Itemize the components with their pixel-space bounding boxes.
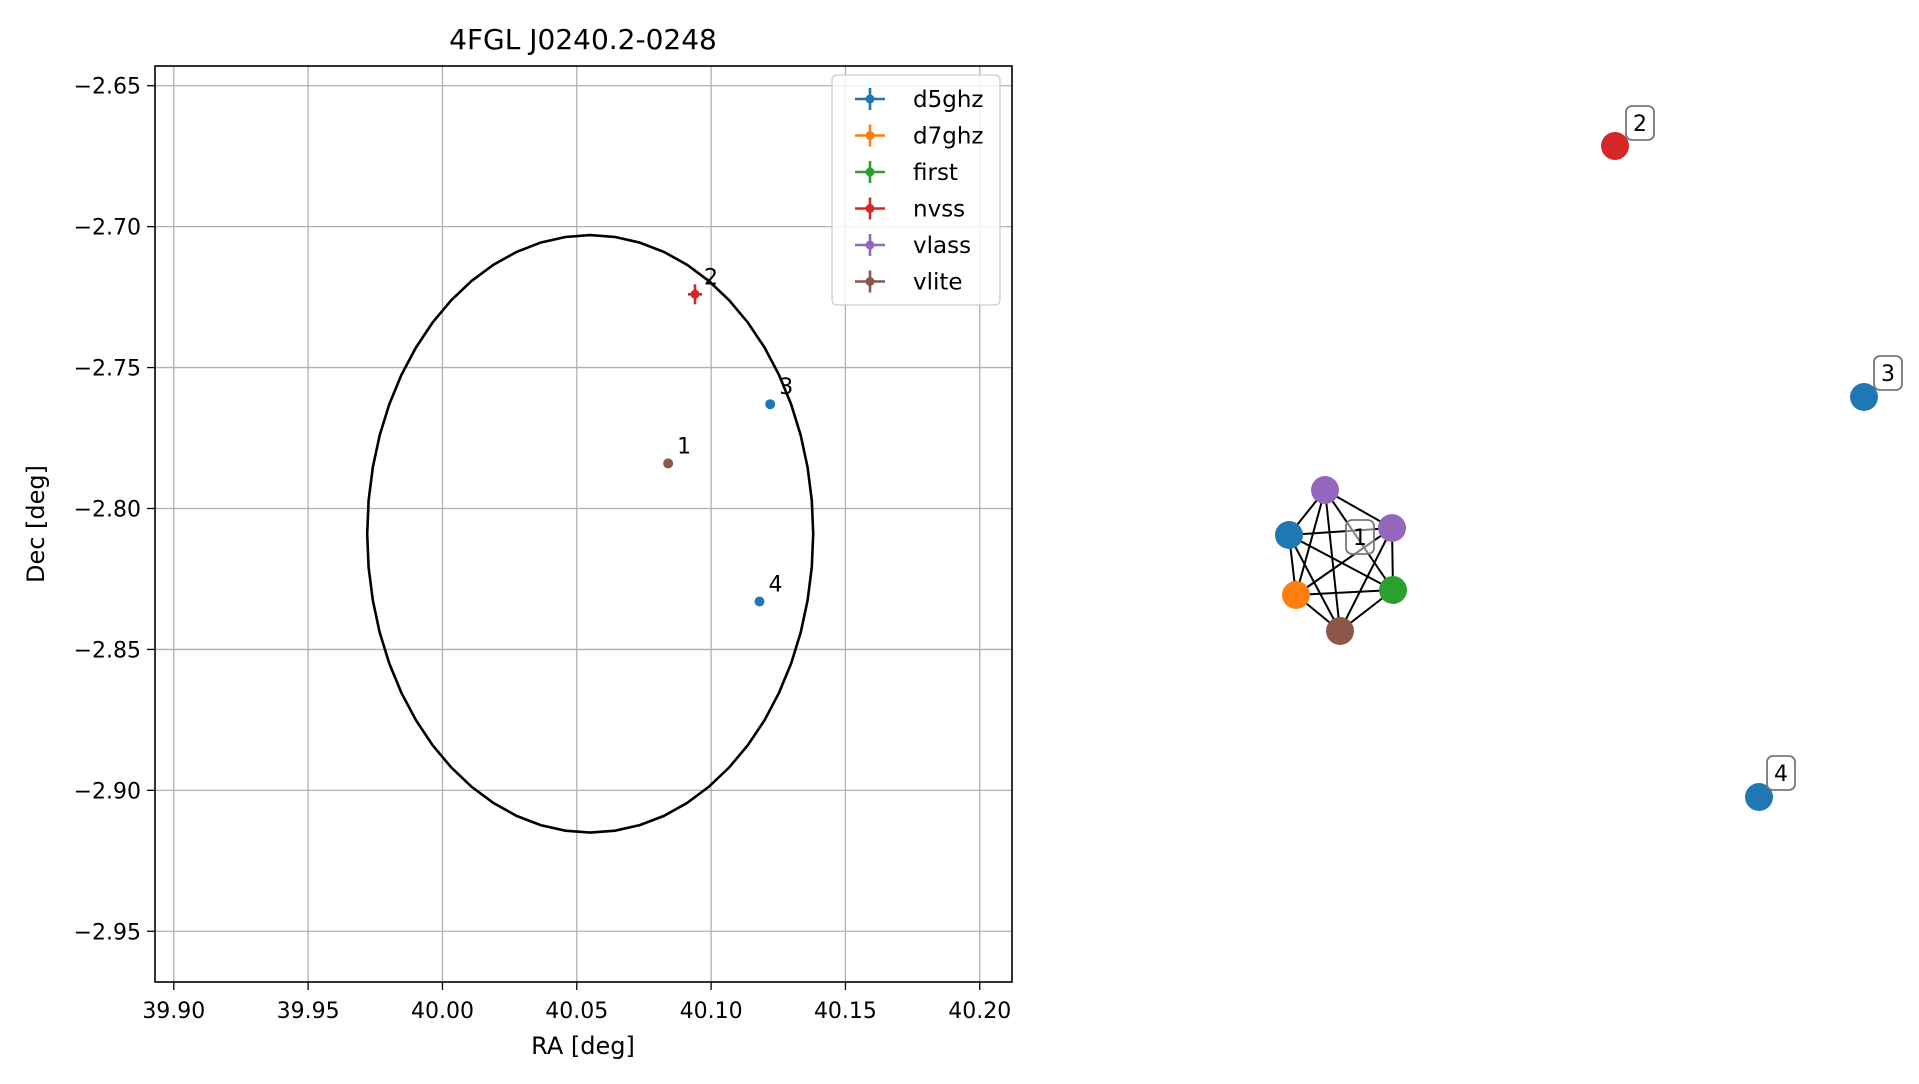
graph-edge (1295, 589, 1394, 596)
data-point-vlite (663, 458, 674, 469)
x-tick-label: 40.20 (948, 999, 1011, 1024)
x-tick-label: 40.15 (814, 999, 877, 1024)
data-point-d5ghz (765, 399, 776, 410)
y-axis-label: Dec [deg] (22, 465, 50, 583)
x-tick-label: 40.05 (545, 999, 608, 1024)
legend-label: vlass (913, 233, 971, 259)
data-point-d5ghz (754, 596, 765, 607)
legend-marker-dot (865, 240, 875, 250)
graph-node-vlite-1 (1326, 617, 1354, 645)
point-label: 2 (704, 265, 718, 290)
y-tick-label: −2.90 (74, 779, 141, 804)
group-label-text: 2 (1633, 112, 1647, 137)
group-label-box (1625, 105, 1655, 141)
localization-ellipse (365, 233, 815, 834)
x-tick-label: 39.95 (277, 999, 340, 1024)
plot-frame (154, 65, 1013, 983)
x-tick-label: 40.00 (411, 999, 474, 1024)
graph-nodes: 2 3 4 (1275, 105, 1903, 811)
graph-node-d5ghz-4 (1745, 783, 1773, 811)
point-label: 1 (677, 434, 691, 459)
legend-label: d5ghz (913, 87, 983, 113)
x-axis-ticks: 39.90 39.95 40.00 40.05 40.10 40.15 40.20 (142, 982, 1011, 1024)
group-label-text: 1 (1353, 526, 1367, 551)
x-axis-label: RA [deg] (531, 1032, 635, 1060)
group-label-box (1873, 355, 1903, 391)
graph-edge (1324, 489, 1341, 632)
network-graph: 1 2 3 4 (1275, 105, 1903, 811)
y-tick-label: −2.75 (74, 357, 141, 382)
legend-items: d5ghz d7ghz first nvss vlass vlite (855, 87, 983, 296)
graph-edge (1339, 527, 1393, 632)
y-tick-label: −2.70 (74, 216, 141, 241)
graph-node-nvss-2 (1601, 132, 1629, 160)
graph-node-vlass-1b (1378, 514, 1406, 542)
y-tick-label: −2.80 (74, 497, 141, 522)
data-points: 3 4 2 1 (663, 265, 793, 607)
legend-label: d7ghz (913, 124, 983, 150)
legend-marker-dot (865, 131, 875, 140)
data-point-nvss (690, 289, 700, 299)
y-tick-label: −2.95 (74, 920, 141, 945)
legend-label: first (913, 160, 958, 186)
localization-ellipse-layer (365, 233, 815, 834)
group-label-text: 4 (1774, 762, 1788, 787)
group-label-text: 3 (1881, 362, 1895, 387)
legend-label: vlite (913, 270, 963, 296)
graph-node-d5ghz-3 (1850, 383, 1878, 411)
graph-node-vlass-1a (1311, 476, 1339, 504)
y-axis-ticks: −2.65 −2.70 −2.75 −2.80 −2.85 −2.90 −2.95 (74, 75, 155, 945)
legend-marker-dot (865, 167, 875, 177)
group-label-box (1345, 519, 1375, 555)
y-tick-label: −2.65 (74, 75, 141, 100)
scatter-plot: 3 4 2 1 39.90 39.95 40.00 40.05 40.10 40.15 40.20… (22, 23, 1013, 1060)
legend-marker-dot (865, 277, 875, 286)
legend: d5ghz d7ghz first nvss vlass vlite (831, 74, 1001, 306)
group-label-box (1766, 755, 1796, 791)
legend-label: nvss (913, 197, 965, 223)
x-tick-label: 40.10 (680, 999, 743, 1024)
point-label: 4 (768, 573, 782, 598)
graph-node-d7ghz-1 (1282, 581, 1310, 609)
chart-title: 4FGL J0240.2-0248 (449, 23, 717, 56)
y-tick-label: −2.85 (74, 638, 141, 663)
legend-marker-dot (865, 204, 875, 213)
point-label: 3 (779, 375, 793, 400)
graph-edge (1295, 527, 1393, 596)
legend-marker-dot (865, 94, 875, 104)
graph-node-d5ghz-1 (1275, 521, 1303, 549)
graph-edge (1295, 489, 1326, 596)
x-tick-label: 39.90 (142, 999, 205, 1024)
graph-group-labels: 1 (1345, 519, 1375, 555)
graph-node-first-1 (1379, 576, 1407, 604)
legend-box (831, 74, 1001, 306)
